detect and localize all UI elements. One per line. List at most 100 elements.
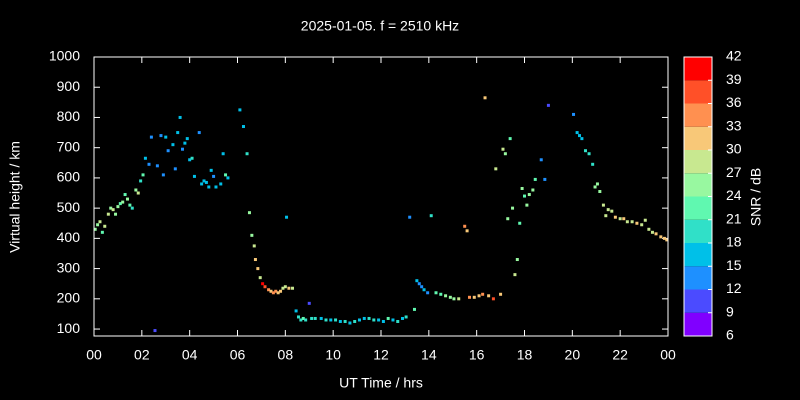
data-point [662,236,666,240]
data-point [420,285,424,289]
data-point [625,220,629,224]
data-point [604,214,608,218]
colorbar-tick-label: 27 [726,164,742,180]
data-point [472,295,476,299]
data-point [483,96,487,100]
colorbar-tick-label: 39 [726,71,742,87]
data-point [429,214,433,218]
data-point [219,182,223,186]
data-point [250,233,254,237]
data-point [279,289,283,293]
data-point [513,273,517,277]
data-point [178,115,182,119]
y-tick-label: 100 [57,320,81,336]
x-tick-label: 22 [612,347,628,363]
data-point [139,179,143,183]
data-point [622,217,626,221]
x-tick-label: 00 [660,347,676,363]
data-point [499,292,503,296]
data-point [271,291,275,295]
data-point [285,215,289,219]
data-point [221,152,225,156]
data-point [128,203,132,207]
data-point [362,316,366,320]
data-point [214,185,218,189]
data-point [310,316,314,320]
data-point [396,319,400,323]
colorbar-swatch [684,150,712,174]
data-point [171,143,175,147]
data-point [190,156,194,160]
data-point [587,152,591,156]
data-point [546,103,550,107]
data-point [261,282,265,286]
x-tick-label: 18 [517,347,533,363]
data-point [253,258,257,262]
data-point [525,203,529,207]
data-point [247,211,251,215]
data-point [650,230,654,234]
data-point [613,215,617,219]
data-point [583,149,587,153]
data-point [457,297,461,301]
y-tick-label: 1000 [49,48,80,64]
data-point [531,188,535,192]
data-point [98,220,102,224]
data-point [343,319,347,323]
data-point [465,229,469,233]
data-point [274,289,278,293]
data-point [487,294,491,298]
data-point [580,137,584,141]
colorbar-swatch [684,312,712,336]
data-point [224,173,228,177]
data-point [166,149,170,153]
data-point [610,209,614,213]
data-point [533,177,537,181]
data-point [202,179,206,183]
colorbar-tick-label: 30 [726,141,742,157]
data-point [276,291,280,295]
data-point [386,316,390,320]
data-point [256,267,260,271]
data-point [197,131,201,135]
data-point [415,279,419,283]
colorbar-swatch [684,57,712,81]
data-point [212,174,216,178]
data-point [481,292,485,296]
data-point [180,147,184,151]
data-point [448,295,452,299]
data-point [523,194,526,198]
x-tick-label: 12 [373,347,389,363]
data-point [520,186,524,190]
data-point [301,316,305,320]
x-tick-label: 04 [182,347,198,363]
data-point [434,291,438,295]
data-point [283,285,287,289]
data-point [324,318,328,322]
x-tick-label: 20 [565,347,581,363]
data-point [200,182,204,186]
data-point [258,276,262,280]
colorbar-swatch [684,266,712,290]
data-point [121,200,125,204]
data-point [226,176,230,180]
data-point [595,182,599,186]
data-point [508,137,512,141]
data-point [401,316,405,320]
colorbar-tick-label: 15 [726,257,742,273]
x-tick-label: 06 [230,347,246,363]
data-point [665,238,669,242]
x-tick-label: 10 [325,347,341,363]
data-point [164,135,168,139]
data-point [593,185,597,189]
data-point [291,286,295,290]
data-point [647,227,651,231]
data-point [319,316,323,320]
data-point [245,152,249,156]
data-point [149,135,153,139]
colorbar-tick-label: 24 [726,187,742,203]
data-point [252,244,256,248]
data-point [106,212,110,216]
data-point [572,112,576,116]
data-point [116,205,120,209]
